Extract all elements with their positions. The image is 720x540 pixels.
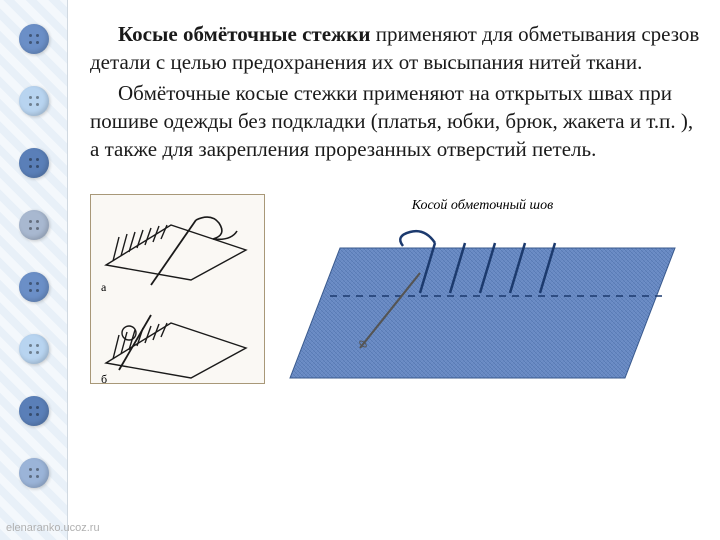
decorative-sidebar (0, 0, 68, 540)
decorative-button-icon (13, 328, 55, 370)
decorative-button-icon (13, 204, 55, 246)
label-a: а (101, 280, 107, 294)
label-b: б (101, 372, 107, 385)
paragraph-1: Косые обмёточные стежки применяют для об… (90, 20, 700, 77)
decorative-button-icon (13, 80, 55, 122)
decorative-button-icon (13, 266, 55, 308)
decorative-button-icon (13, 390, 55, 432)
bold-title: Косые обмёточные стежки (118, 22, 370, 46)
diagram-right: Косой обметочный шов (285, 194, 680, 394)
decorative-button-icon (13, 452, 55, 494)
images-row: а б Косой обметочный шов (90, 194, 700, 394)
text-block: Косые обмёточные стежки применяют для об… (90, 20, 700, 164)
stitch-diagram-svg: а б (91, 195, 266, 385)
right-diagram-title: Косой обметочный шов (285, 194, 680, 218)
diagram-left: а б (90, 194, 265, 384)
decorative-button-icon (13, 18, 55, 60)
fabric-stitch-svg (285, 218, 680, 383)
paragraph-2: Обмёточные косые стежки применяют на отк… (90, 79, 700, 164)
watermark: elenaranko.ucoz.ru (6, 522, 100, 534)
decorative-button-icon (13, 142, 55, 184)
main-content: Косые обмёточные стежки применяют для об… (90, 20, 700, 394)
